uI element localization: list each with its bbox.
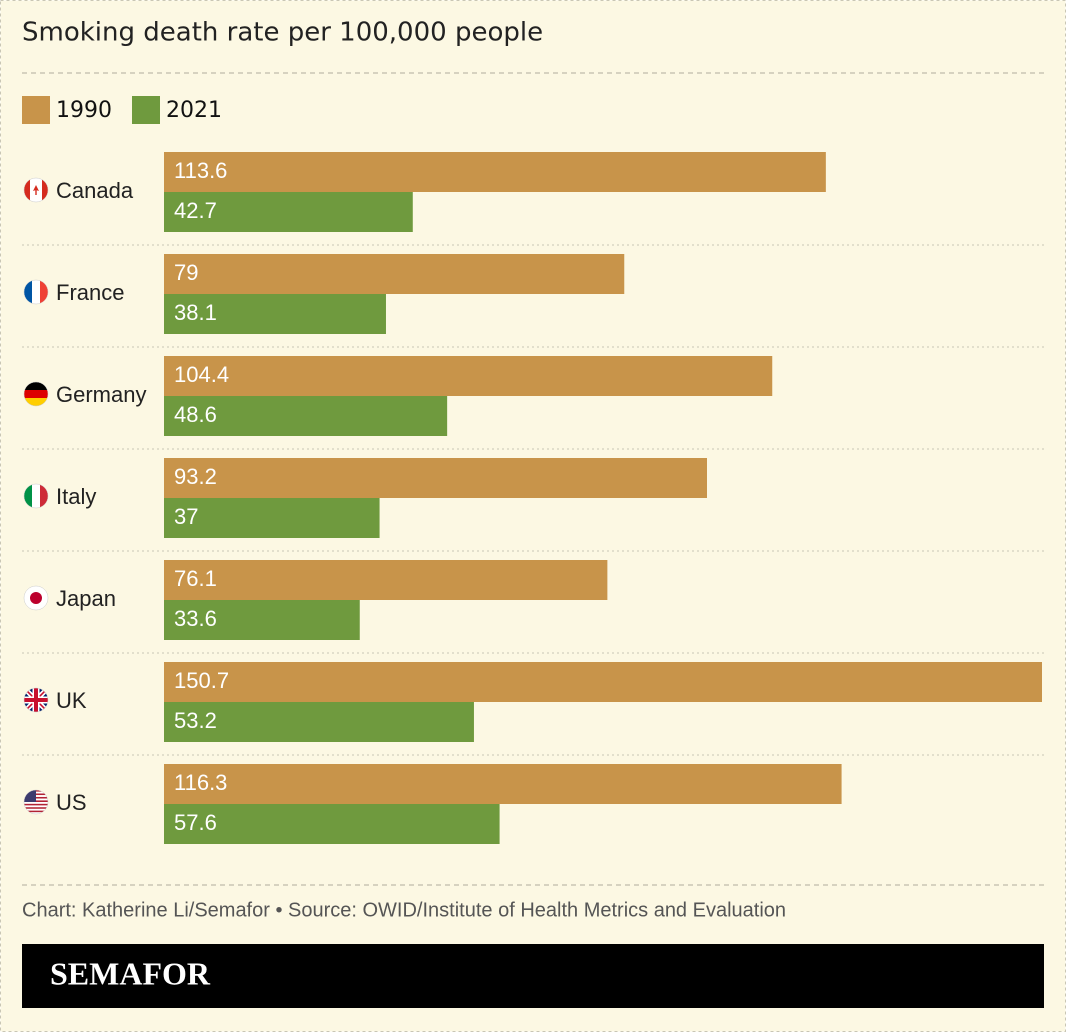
bar bbox=[164, 192, 413, 232]
flag-part bbox=[24, 398, 48, 406]
legend-swatch bbox=[132, 96, 160, 124]
value-label: 33.6 bbox=[174, 606, 217, 631]
flag-part bbox=[32, 484, 40, 508]
value-label: 150.7 bbox=[174, 668, 229, 693]
flag-ring bbox=[23, 381, 49, 407]
flag-part bbox=[24, 807, 48, 809]
chart-title: Smoking death rate per 100,000 people bbox=[22, 18, 543, 48]
bar bbox=[164, 702, 474, 742]
value-label: 76.1 bbox=[174, 566, 217, 591]
flag-ring bbox=[23, 585, 49, 611]
flag-part bbox=[24, 805, 48, 808]
value-label: 38.1 bbox=[174, 300, 217, 325]
value-label: 42.7 bbox=[174, 198, 217, 223]
flag-ring bbox=[23, 279, 49, 305]
bar bbox=[164, 560, 608, 600]
value-label: 48.6 bbox=[174, 402, 217, 427]
value-label: 93.2 bbox=[174, 464, 217, 489]
flag-part bbox=[24, 810, 48, 813]
flag-ring bbox=[23, 687, 49, 713]
flag-part bbox=[40, 484, 48, 508]
flag-part bbox=[32, 280, 40, 304]
flag-ring bbox=[23, 483, 49, 509]
value-label: 116.3 bbox=[174, 770, 227, 795]
category-label: Japan bbox=[56, 586, 116, 611]
category-label: France bbox=[56, 280, 124, 305]
value-label: 79 bbox=[174, 260, 198, 285]
flag-part bbox=[33, 185, 39, 195]
brand: SEMAFOR bbox=[50, 955, 211, 991]
legend-label: 2021 bbox=[166, 98, 222, 123]
category-label: Germany bbox=[56, 382, 146, 407]
bar bbox=[164, 396, 448, 436]
flag-part bbox=[24, 802, 48, 804]
value-label: 57.6 bbox=[174, 810, 217, 835]
bar bbox=[164, 152, 826, 192]
category-label: US bbox=[56, 790, 87, 815]
value-label: 113.6 bbox=[174, 158, 227, 183]
flag bbox=[24, 484, 48, 508]
legend-label: 1990 bbox=[56, 98, 112, 123]
category-label: Canada bbox=[56, 178, 134, 203]
flag bbox=[24, 790, 48, 814]
flag bbox=[24, 382, 48, 406]
flag-part bbox=[24, 382, 48, 390]
flag-part bbox=[24, 812, 48, 814]
flag bbox=[24, 280, 48, 304]
bar bbox=[164, 804, 500, 844]
bar bbox=[164, 662, 1042, 702]
flag-part bbox=[24, 280, 32, 304]
flag bbox=[24, 178, 48, 202]
bar bbox=[164, 458, 707, 498]
flag-part bbox=[24, 178, 30, 202]
category-label: UK bbox=[56, 688, 87, 713]
flag-part bbox=[24, 484, 32, 508]
flag-part bbox=[24, 803, 48, 806]
value-label: 37 bbox=[174, 504, 198, 529]
flag-part bbox=[42, 178, 48, 202]
bar bbox=[164, 600, 360, 640]
bar bbox=[164, 764, 842, 804]
flag-ring bbox=[23, 789, 49, 815]
flag bbox=[24, 586, 48, 610]
brand-bar bbox=[22, 944, 1044, 1008]
legend-swatch bbox=[22, 96, 50, 124]
flag-part bbox=[40, 280, 48, 304]
value-label: 53.2 bbox=[174, 708, 217, 733]
flag bbox=[24, 688, 48, 712]
source: Chart: Katherine Li/Semafor • Source: OW… bbox=[22, 899, 786, 921]
bar bbox=[164, 294, 386, 334]
flag-part bbox=[30, 592, 42, 604]
value-label: 104.4 bbox=[174, 362, 229, 387]
flag-part bbox=[24, 390, 48, 398]
category-label: Italy bbox=[56, 484, 96, 509]
flag-part bbox=[24, 688, 48, 712]
flag-ring bbox=[23, 177, 49, 203]
bar bbox=[164, 356, 773, 396]
bar bbox=[164, 498, 380, 538]
bar bbox=[164, 254, 625, 294]
flag-part bbox=[24, 808, 48, 811]
